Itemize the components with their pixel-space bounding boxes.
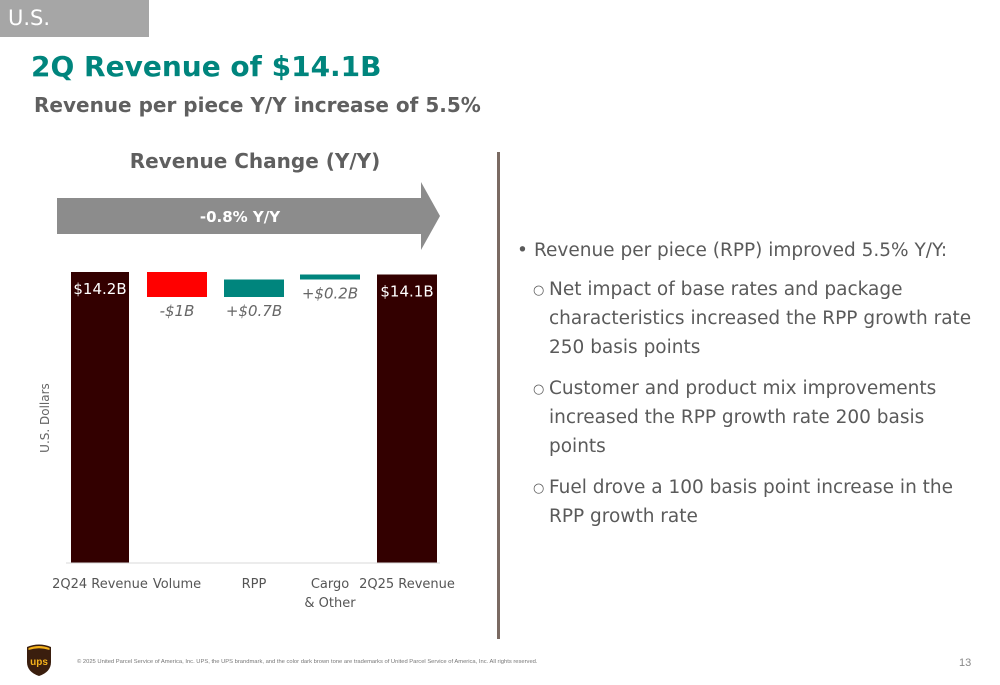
bullet-dot-icon: • — [517, 240, 528, 261]
bar-total — [71, 272, 129, 563]
copyright-notice: © 2025 United Parcel Service of America,… — [77, 659, 538, 665]
bar-increase — [300, 274, 360, 280]
x-tick-label: Cargo — [311, 577, 349, 592]
yoy-arrow-icon — [57, 182, 440, 250]
x-tick-label: Volume — [153, 577, 201, 592]
ups-logo-text: ups — [30, 657, 48, 668]
y-axis-label: U.S. Dollars — [38, 383, 52, 453]
bar-decrease — [147, 272, 207, 297]
divider — [497, 152, 500, 639]
sub-bullet-text: Fuel drove a 100 basis point increase in… — [549, 477, 954, 527]
data-label: +$0.2B — [302, 285, 358, 303]
ups-shield-logo-icon: ups — [27, 644, 51, 676]
sub-bullet: ○ Net impact of base rates and package c… — [515, 275, 985, 362]
page-number: 13 — [959, 657, 972, 669]
x-tick-label: RPP — [242, 577, 267, 592]
page-subtitle: Revenue per piece Y/Y increase of 5.5% — [34, 93, 481, 117]
x-tick-label: 2Q25 Revenue — [359, 577, 455, 592]
circle-bullet-icon: ○ — [533, 382, 545, 397]
revenue-waterfall-chart: Revenue Change (Y/Y) -0.8% Y/Y U.S. Dollar… — [38, 149, 455, 611]
page-title: 2Q Revenue of $14.1B — [31, 50, 382, 83]
bar-total — [377, 274, 437, 563]
sub-bullet-text: Customer and product mix improvements in… — [549, 378, 937, 457]
bar-increase — [224, 279, 284, 297]
data-label: -$1B — [160, 302, 195, 320]
circle-bullet-icon: ○ — [533, 283, 545, 298]
data-label: +$0.7B — [226, 302, 282, 320]
bullet-list: • Revenue per piece (RPP) improved 5.5% … — [515, 236, 985, 543]
sub-bullet: ○ Customer and product mix improvements … — [515, 374, 985, 461]
circle-bullet-icon: ○ — [533, 481, 545, 496]
data-label: $14.2B — [73, 280, 126, 298]
data-label: $14.1B — [380, 283, 433, 301]
bullet-main-text: Revenue per piece (RPP) improved 5.5% Y/… — [534, 240, 948, 261]
sub-bullet: ○ Fuel drove a 100 basis point increase … — [515, 473, 985, 531]
section-tag: U.S. Domestic — [0, 0, 149, 67]
x-tick-label: & Other — [304, 596, 356, 611]
chart-title: Revenue Change (Y/Y) — [130, 149, 381, 173]
x-tick-label: 2Q24 Revenue — [52, 577, 148, 592]
bullet-main: • Revenue per piece (RPP) improved 5.5% … — [515, 236, 985, 265]
sub-bullet-text: Net impact of base rates and package cha… — [549, 279, 972, 358]
arrow-label: -0.8% Y/Y — [200, 208, 281, 226]
